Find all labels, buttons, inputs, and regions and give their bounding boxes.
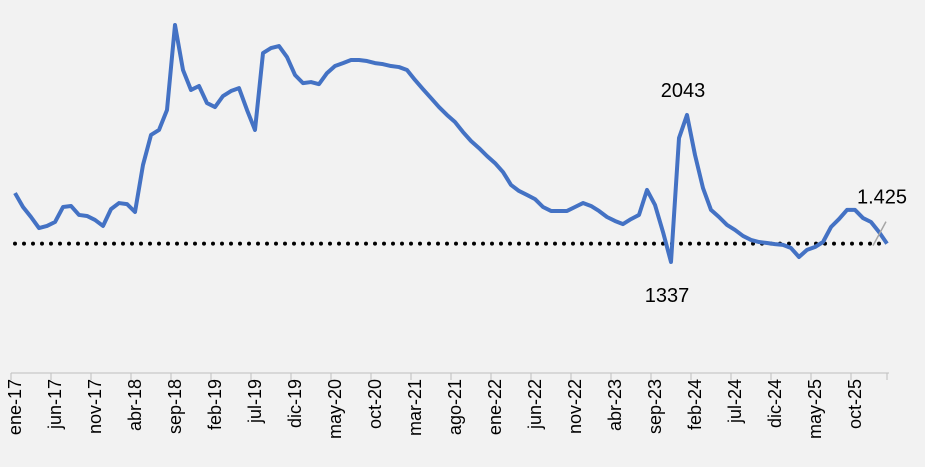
x-tick-label: may-25: [805, 379, 825, 439]
x-tick-label: jun-17: [45, 379, 65, 430]
x-tick-label: dic-24: [765, 379, 785, 428]
x-tick-label: ago-21: [445, 379, 465, 435]
data-label: 1337: [645, 285, 690, 307]
x-tick-label: feb-19: [205, 379, 225, 430]
x-tick-label: nov-22: [565, 379, 585, 434]
data-line: [13, 22, 889, 264]
x-tick-label: jun-22: [525, 379, 545, 430]
x-tick-label: feb-24: [685, 379, 705, 430]
leader-line: [872, 221, 887, 247]
x-tick-label: jul-19: [245, 379, 265, 424]
x-tick-label: nov-17: [85, 379, 105, 434]
x-tick-label: ene-17: [5, 379, 25, 435]
x-tick-label: dic-19: [285, 379, 305, 428]
x-tick-label: sep-23: [645, 379, 665, 434]
x-tick-label: mar-21: [405, 379, 425, 436]
x-tick-label: oct-25: [845, 379, 865, 429]
data-label: 1.425: [857, 187, 907, 209]
x-tick-label: abr-23: [605, 379, 625, 431]
x-tick-label: abr-18: [125, 379, 145, 431]
x-tick-label: may-20: [325, 379, 345, 439]
x-tick-label: jul-24: [725, 379, 745, 424]
x-tick-label: sep-18: [165, 379, 185, 434]
x-tick-label: ene-22: [485, 379, 505, 435]
data-label: 2043: [661, 80, 706, 102]
x-tick-label: oct-20: [365, 379, 385, 429]
